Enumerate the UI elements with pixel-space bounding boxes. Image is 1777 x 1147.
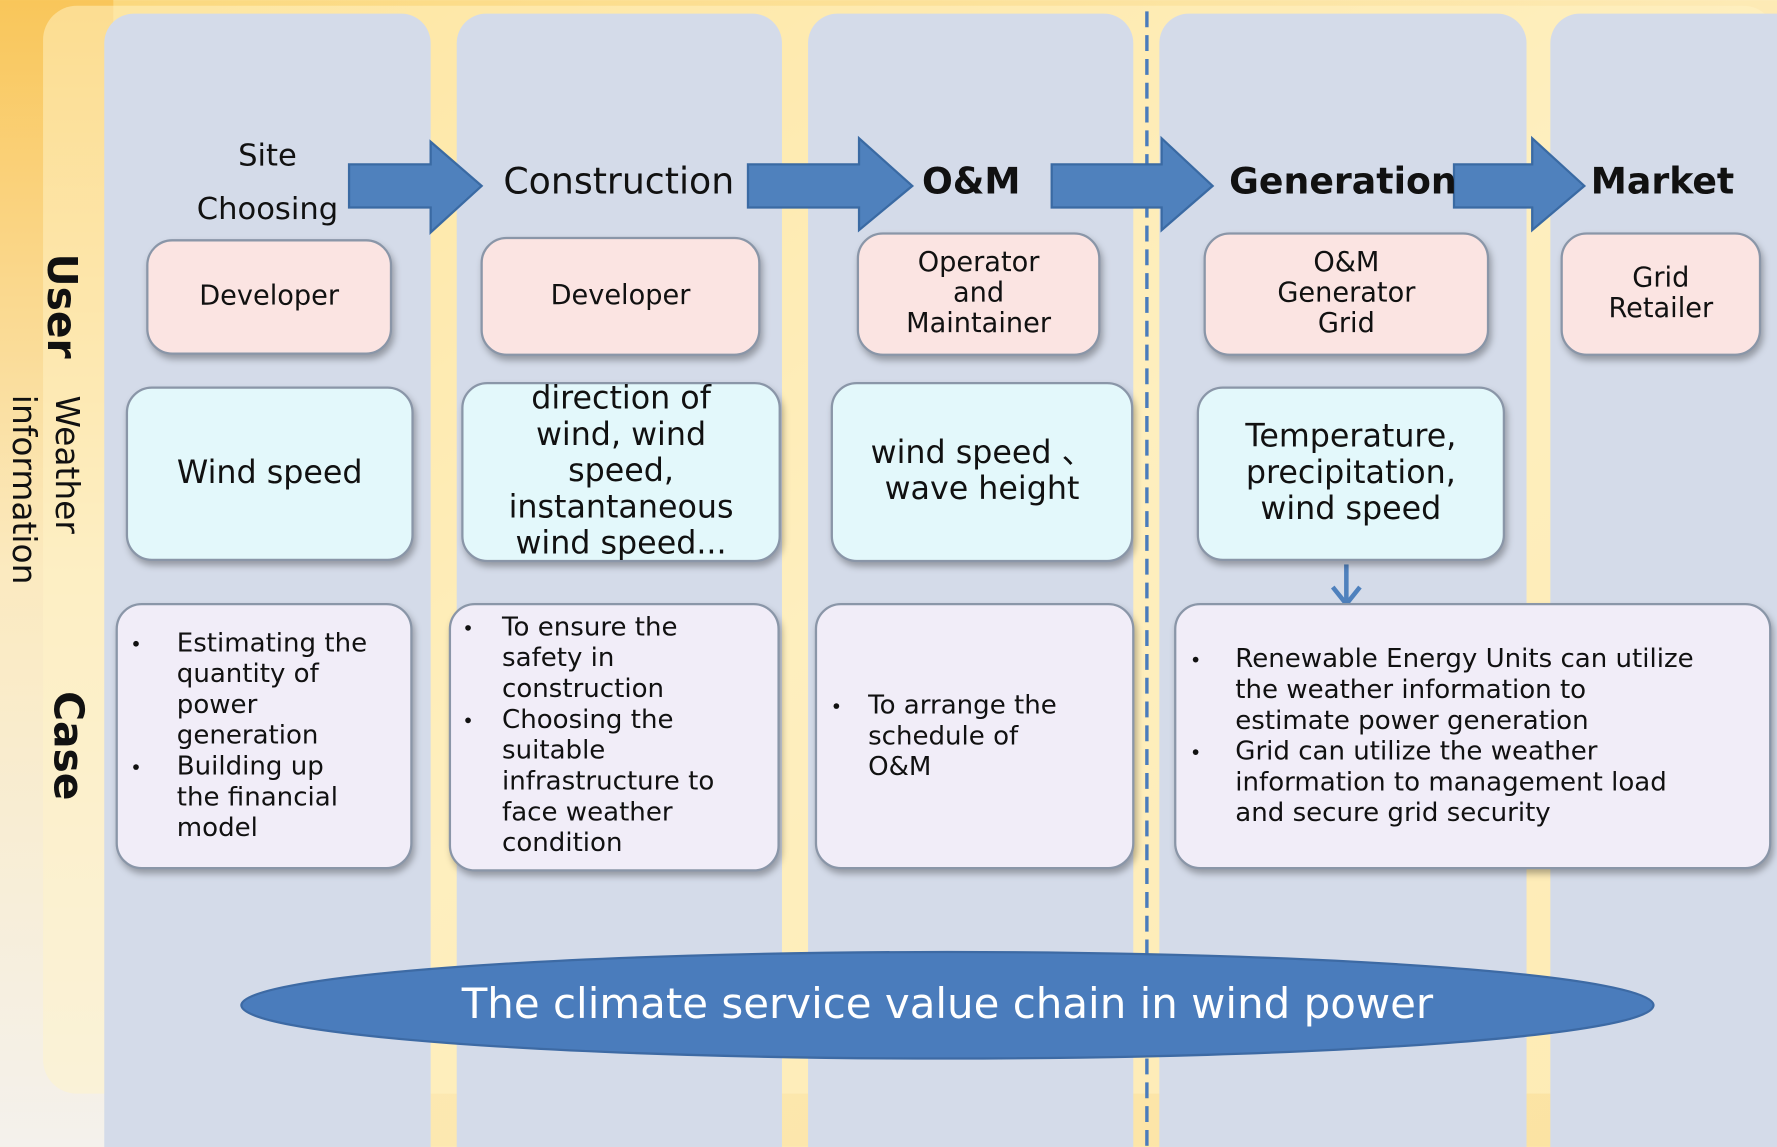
bullet (133, 640, 139, 647)
weather-text: instantaneous (509, 489, 734, 525)
case-text: Grid can utilize the weather (1235, 737, 1597, 767)
footer-ellipse (240, 950, 1655, 1060)
case-text: generation (177, 721, 319, 751)
bullet (465, 717, 471, 724)
stage-label: Choosing (197, 192, 338, 227)
bullet (1192, 749, 1199, 755)
user-box (146, 239, 393, 355)
case-text: the weather information to (1235, 675, 1586, 705)
user-text: Retailer (1608, 293, 1714, 324)
user-text: Operator (918, 247, 1041, 278)
weather-text: Wind speed (177, 455, 363, 491)
arrow (347, 139, 484, 235)
arrow (746, 135, 915, 233)
user-text: and (953, 278, 1004, 309)
weather-box (125, 386, 414, 562)
case-text: Estimating the (177, 628, 367, 658)
case-text: To arrange the (867, 691, 1057, 721)
case-box (448, 602, 780, 872)
weather-text: wind speed... (515, 526, 726, 562)
weather-box (461, 381, 781, 563)
case-text: model (177, 813, 258, 843)
user-text: Generator (1277, 278, 1416, 309)
bullet (465, 625, 471, 631)
weather-box (830, 381, 1134, 563)
user-text: Grid (1318, 308, 1375, 339)
case-text: power (177, 690, 258, 720)
user-text: O&M (1313, 247, 1379, 278)
weather-text: wind speed 、 (871, 435, 1094, 471)
weather-text: Temperature, (1244, 419, 1456, 455)
user-box (856, 232, 1101, 356)
stage-label: Site (238, 139, 297, 174)
case-text: the financial (177, 782, 338, 812)
bullet (833, 703, 840, 709)
row-label: Weather (48, 396, 87, 535)
row-label: information (5, 395, 44, 585)
case-text: Renewable Energy Units can utilize (1235, 644, 1693, 674)
case-text: Building up (177, 752, 324, 782)
footer-text: The climate service value chain in wind … (461, 979, 1434, 1028)
case-text: Choosing the (502, 705, 673, 735)
arrow (1050, 135, 1215, 233)
stage-label: Construction (503, 160, 734, 203)
weather-text: direction of (531, 381, 711, 417)
stage-label: O&M (922, 160, 1021, 203)
case-text: To ensure the (501, 612, 678, 642)
weather-text: wind, wind (536, 417, 706, 453)
stage-label: Market (1591, 160, 1734, 203)
bullet (1192, 656, 1199, 663)
stage-label: Generation (1229, 160, 1457, 203)
case-box (814, 602, 1135, 870)
case-text: condition (502, 828, 622, 858)
row-label: User (38, 253, 86, 358)
case-text: estimate power generation (1235, 706, 1588, 736)
user-text: Developer (551, 280, 692, 311)
user-box (1203, 232, 1490, 356)
case-text: construction (502, 674, 664, 704)
user-box (480, 236, 761, 356)
case-text: face weather (502, 797, 673, 827)
case-text: quantity of (177, 659, 320, 689)
weather-text: precipitation, (1246, 455, 1456, 491)
user-text: Developer (199, 280, 340, 311)
case-box (115, 602, 413, 870)
bullet (133, 764, 139, 770)
user-text: Maintainer (906, 308, 1052, 339)
weather-box (1196, 386, 1506, 562)
case-text: and secure grid security (1235, 798, 1550, 828)
case-text: O&M (868, 752, 931, 782)
arrow (1452, 135, 1587, 233)
row-label: Case (45, 691, 93, 800)
user-text: Grid (1632, 262, 1689, 293)
case-text: schedule of (868, 721, 1019, 751)
case-text: safety in (502, 643, 614, 673)
user-box (1560, 232, 1762, 356)
case-box (1174, 602, 1772, 870)
weather-text: wave height (885, 471, 1080, 507)
case-text: suitable (502, 736, 605, 766)
weather-text: wind speed (1260, 491, 1441, 527)
weather-text: speed, (568, 453, 674, 489)
case-text: information to management load (1235, 767, 1666, 797)
case-text: infrastructure to (502, 767, 714, 797)
